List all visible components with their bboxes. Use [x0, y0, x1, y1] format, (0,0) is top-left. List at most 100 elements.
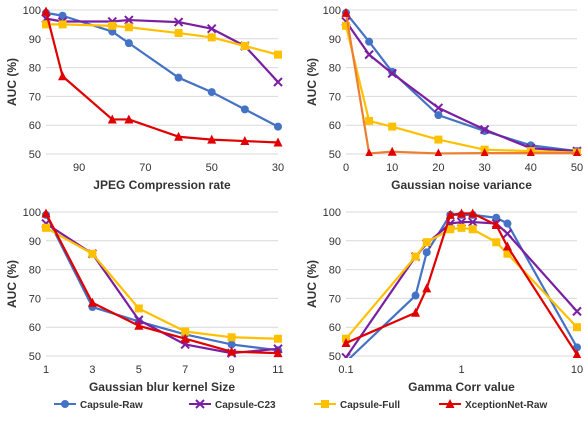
y-tick-label: 60: [29, 322, 41, 334]
y-tick-label: 60: [329, 322, 341, 334]
y-tick-label: 50: [329, 149, 341, 161]
data-point-xceptionnet-raw: [502, 241, 512, 251]
data-point-capsule-full: [88, 249, 97, 258]
data-point-capsule-c23: [273, 77, 283, 87]
data-point-capsule-c23: [134, 315, 144, 325]
legend-label: XceptionNet-Raw: [465, 400, 547, 411]
data-point-xceptionnet-raw: [468, 208, 478, 218]
legend-marker-capsule-c23: [195, 399, 205, 409]
data-point-capsule-raw: [411, 291, 420, 300]
x-axis-title: Gaussian noise variance: [391, 178, 532, 192]
data-point-capsule-c23: [364, 49, 374, 60]
data-point-xceptionnet-raw: [457, 208, 466, 218]
data-point-capsule-c23: [387, 68, 397, 79]
series-line-xceptionnet-raw: [44, 11, 279, 144]
y-axis-title: AUC (%): [305, 260, 319, 308]
data-point-capsule-c23: [207, 24, 217, 34]
data-point-capsule-full: [58, 20, 67, 29]
y-tick-label: 50: [29, 149, 41, 161]
series-line-xceptionnet-raw: [344, 12, 577, 155]
series-line-capsule-c23: [45, 222, 279, 355]
series-capsule-full: [342, 223, 581, 343]
data-point-capsule-full: [573, 323, 581, 332]
data-point-xceptionnet-raw: [134, 320, 144, 330]
data-point-capsule-full: [134, 304, 143, 313]
series-line-capsule-raw: [348, 213, 578, 358]
x-tick-label: 5: [136, 364, 142, 376]
data-point-capsule-raw: [274, 122, 282, 131]
y-tick-label: 50: [29, 351, 41, 363]
data-point-capsule-c23: [433, 103, 444, 113]
y-tick-label: 80: [29, 63, 41, 75]
data-point-capsule-c23: [124, 15, 134, 25]
legend-item-capsule-c23: Capsule-C23: [189, 399, 276, 411]
series-xceptionnet-raw: [341, 208, 582, 358]
x-axis-title: Gaussian blur kernel Size: [89, 380, 235, 394]
x-tick-label: 50: [206, 162, 218, 174]
data-point-xceptionnet-raw: [240, 136, 250, 146]
legend-marker-xceptionnet-raw: [445, 399, 455, 408]
x-tick-label: 10: [571, 364, 583, 376]
data-point-capsule-raw: [573, 343, 581, 352]
y-axis-title: AUC (%): [5, 58, 19, 106]
data-point-capsule-c23: [572, 306, 582, 317]
x-tick-label: 20: [432, 162, 444, 174]
legend-label: Capsule-Raw: [80, 400, 143, 411]
data-point-capsule-c23: [479, 124, 490, 135]
series-line-xceptionnet-raw: [45, 212, 279, 355]
plot-area: [341, 7, 582, 156]
legend-marker-capsule-full: [321, 400, 329, 408]
x-tick-label: 0.1: [338, 364, 353, 376]
data-point-xceptionnet-raw: [124, 114, 134, 124]
data-point-capsule-c23: [467, 217, 478, 227]
data-point-capsule-c23: [173, 17, 184, 27]
data-point-xceptionnet-raw: [526, 148, 535, 156]
y-tick-label: 90: [29, 236, 41, 248]
data-point-capsule-raw: [124, 39, 133, 48]
y-tick-label: 100: [323, 207, 341, 219]
data-point-capsule-full: [181, 327, 190, 336]
chart-panel-2: 50 60 70 80 90 100 0 10 20 30 40 50 Gaussian noise v…: [305, 5, 583, 192]
data-point-capsule-c23: [502, 228, 513, 239]
x-axis-title: Gamma Corr value: [408, 380, 515, 394]
data-point-xceptionnet-raw: [341, 338, 351, 348]
data-point-capsule-raw: [58, 11, 67, 20]
y-axis-title: AUC (%): [5, 260, 19, 308]
data-point-xceptionnet-raw: [480, 148, 489, 156]
x-tick-label: 50: [571, 162, 583, 174]
y-tick-label: 90: [29, 34, 41, 46]
x-tick-label: 0: [343, 162, 349, 174]
data-point-xceptionnet-raw: [58, 71, 68, 81]
series-line-capsule-raw: [345, 12, 578, 153]
data-point-xceptionnet-raw: [422, 283, 432, 293]
chart-panel-4: 50 60 70 80 90 100 0.1 1 10 Gamma Corr value AUC (…: [305, 207, 583, 394]
legend-item-capsule-full: Capsule-Full: [314, 400, 400, 411]
data-point-xceptionnet-raw: [41, 6, 51, 16]
data-point-capsule-raw: [492, 213, 501, 222]
series-capsule-full: [42, 20, 282, 59]
y-tick-label: 90: [329, 34, 341, 46]
x-tick-label: 1: [43, 364, 49, 376]
legend: Capsule-Raw Capsule-C23 Capsule-Full Xcepti…: [54, 399, 547, 411]
data-point-capsule-full: [422, 238, 431, 247]
chart-panel-3: 50 60 70 80 90 100 1 3 5 7 9 11 Gaussian blur kernel…: [5, 207, 284, 394]
data-point-capsule-full: [434, 135, 443, 144]
data-point-xceptionnet-raw: [273, 348, 283, 358]
data-point-capsule-raw: [365, 37, 374, 46]
data-point-xceptionnet-raw: [227, 346, 237, 356]
data-point-xceptionnet-raw: [180, 333, 190, 343]
data-point-xceptionnet-raw: [87, 297, 97, 307]
data-point-capsule-c23: [341, 352, 351, 358]
data-point-capsule-raw: [434, 111, 443, 120]
legend-item-xceptionnet-raw: XceptionNet-Raw: [439, 399, 547, 411]
data-point-capsule-full: [42, 223, 50, 232]
series-capsule-full: [342, 21, 581, 156]
data-point-capsule-raw: [207, 88, 216, 97]
series-capsule-raw: [344, 210, 581, 358]
series-line-capsule-full: [45, 226, 279, 340]
x-tick-label: 70: [139, 162, 151, 174]
y-tick-label: 70: [29, 91, 41, 103]
data-point-xceptionnet-raw: [434, 148, 443, 156]
plot-area: [41, 6, 283, 147]
chart-panel-1: 50 60 70 80 90 100 90 70 50 30 JPEG Compression ra…: [5, 5, 284, 192]
